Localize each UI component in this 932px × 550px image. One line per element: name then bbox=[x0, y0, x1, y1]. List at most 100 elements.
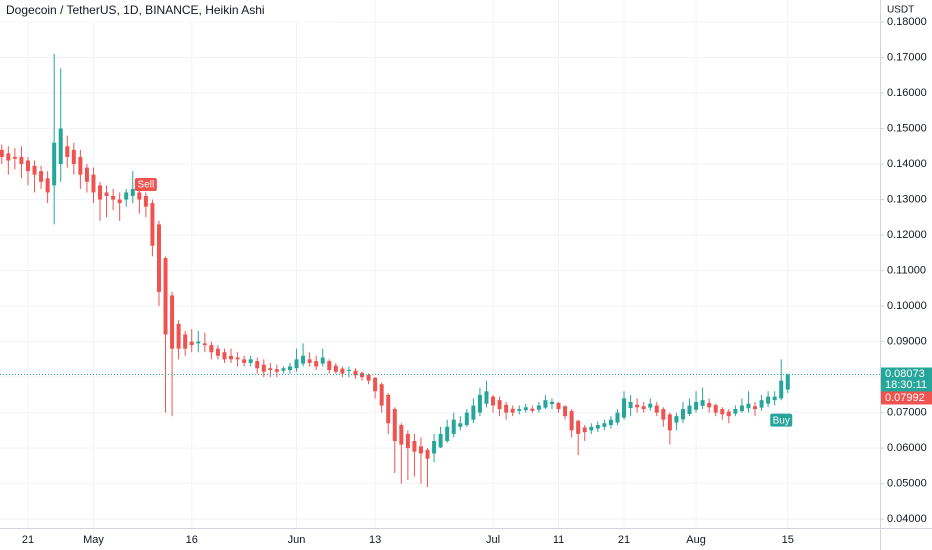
candle-body bbox=[412, 441, 417, 452]
candle-body bbox=[196, 341, 201, 344]
y-tick-label: 0.07000 bbox=[887, 407, 927, 419]
candle-body bbox=[471, 405, 476, 420]
candle-body bbox=[25, 160, 30, 172]
candle-body bbox=[268, 368, 273, 370]
signal-badge bbox=[770, 413, 793, 427]
candle-body bbox=[307, 359, 312, 363]
y-tick-label: 0.16000 bbox=[887, 87, 927, 99]
candle-body bbox=[622, 398, 627, 418]
candle-body bbox=[346, 369, 351, 372]
candle-body bbox=[615, 412, 620, 423]
candle-body bbox=[189, 341, 194, 346]
candle-body bbox=[84, 167, 89, 182]
candle-body bbox=[523, 407, 528, 411]
candle-body bbox=[687, 405, 692, 415]
grid bbox=[0, 0, 884, 528]
candle-body bbox=[759, 400, 764, 408]
x-tick-label: 11 bbox=[553, 534, 564, 546]
y-tick-label: 0.05000 bbox=[887, 478, 927, 490]
candle-body bbox=[595, 425, 600, 429]
candle-body bbox=[746, 403, 751, 409]
candle-body bbox=[589, 426, 594, 431]
candle-body bbox=[785, 374, 790, 390]
candle-body bbox=[373, 377, 378, 392]
candle-body bbox=[242, 359, 247, 363]
candle-body bbox=[438, 433, 443, 448]
candle-body bbox=[458, 423, 463, 427]
y-tick-label: 0.09000 bbox=[887, 335, 927, 347]
candle-body bbox=[333, 365, 338, 372]
candle-body bbox=[680, 409, 685, 420]
x-tick-label: 21 bbox=[22, 534, 34, 546]
candle-body bbox=[183, 334, 188, 349]
candle-body bbox=[170, 295, 175, 349]
candle-body bbox=[248, 359, 253, 363]
candle-body bbox=[491, 396, 496, 406]
candle-body bbox=[392, 409, 397, 442]
candle-body bbox=[111, 196, 116, 200]
candle-body bbox=[0, 149, 4, 157]
last-price-label: 0.08073 bbox=[885, 368, 925, 380]
candle-body bbox=[229, 355, 234, 360]
candle-body bbox=[720, 409, 725, 415]
candle-body bbox=[530, 408, 535, 411]
y-tick-label: 0.18000 bbox=[887, 16, 927, 28]
candle-body bbox=[19, 156, 24, 165]
prev-close-box bbox=[881, 391, 932, 405]
chart-title: Dogecoin / TetherUS, 1D, BINANCE, Heikin… bbox=[6, 3, 265, 17]
candle-body bbox=[340, 368, 345, 374]
x-tick-label: 16 bbox=[186, 534, 198, 546]
candle-body bbox=[117, 199, 122, 204]
x-tick-label: 21 bbox=[618, 534, 630, 546]
prev-close-label: 0.07992 bbox=[885, 392, 925, 404]
candle-body bbox=[418, 446, 423, 454]
signal-badge bbox=[134, 177, 157, 191]
candle-body bbox=[641, 406, 646, 410]
candle-body bbox=[6, 153, 11, 161]
candle-body bbox=[464, 412, 469, 426]
candle-body bbox=[353, 370, 358, 376]
candle-body bbox=[71, 149, 76, 165]
candle-body bbox=[235, 357, 240, 360]
y-tick-label: 0.04000 bbox=[887, 513, 927, 525]
candle-body bbox=[98, 185, 103, 200]
y-tick-label: 0.17000 bbox=[887, 51, 927, 63]
candle-body bbox=[707, 403, 712, 408]
candle-body bbox=[628, 401, 633, 408]
candle-body bbox=[667, 414, 672, 431]
candle-body bbox=[635, 404, 640, 408]
candle-body bbox=[733, 409, 738, 414]
candle-body bbox=[700, 400, 705, 406]
overlays: Sell Buy bbox=[0, 177, 880, 427]
candle-body bbox=[425, 449, 430, 459]
candle-body bbox=[648, 403, 653, 408]
x-tick-label: Aug bbox=[686, 534, 706, 546]
candles bbox=[0, 53, 790, 488]
candle-body bbox=[536, 405, 541, 410]
candle-body bbox=[379, 384, 384, 406]
candle-body bbox=[739, 405, 744, 412]
candle-body bbox=[569, 411, 574, 431]
y-tick-label: 0.06000 bbox=[887, 442, 927, 454]
candle-body bbox=[608, 419, 613, 426]
candle-body bbox=[91, 174, 96, 193]
candle-body bbox=[477, 394, 482, 413]
candle-body bbox=[543, 400, 548, 408]
candle-body bbox=[124, 192, 129, 200]
signal-label: Buy bbox=[773, 415, 790, 426]
candle-body bbox=[576, 420, 581, 434]
candle-body bbox=[327, 361, 332, 370]
candle-body bbox=[222, 352, 227, 360]
y-tick-label: 0.14000 bbox=[887, 158, 927, 170]
y-tick-label: 0.10000 bbox=[887, 300, 927, 312]
candle-body bbox=[52, 142, 57, 186]
candle-body bbox=[726, 411, 731, 417]
candle-body bbox=[12, 156, 17, 159]
countdown-label: 18:30:11 bbox=[885, 379, 927, 391]
candle-body bbox=[549, 401, 554, 405]
candle-body bbox=[39, 171, 44, 182]
candle-body bbox=[294, 359, 299, 369]
candle-body bbox=[209, 345, 214, 353]
y-tick-label: 0.12000 bbox=[887, 229, 927, 241]
